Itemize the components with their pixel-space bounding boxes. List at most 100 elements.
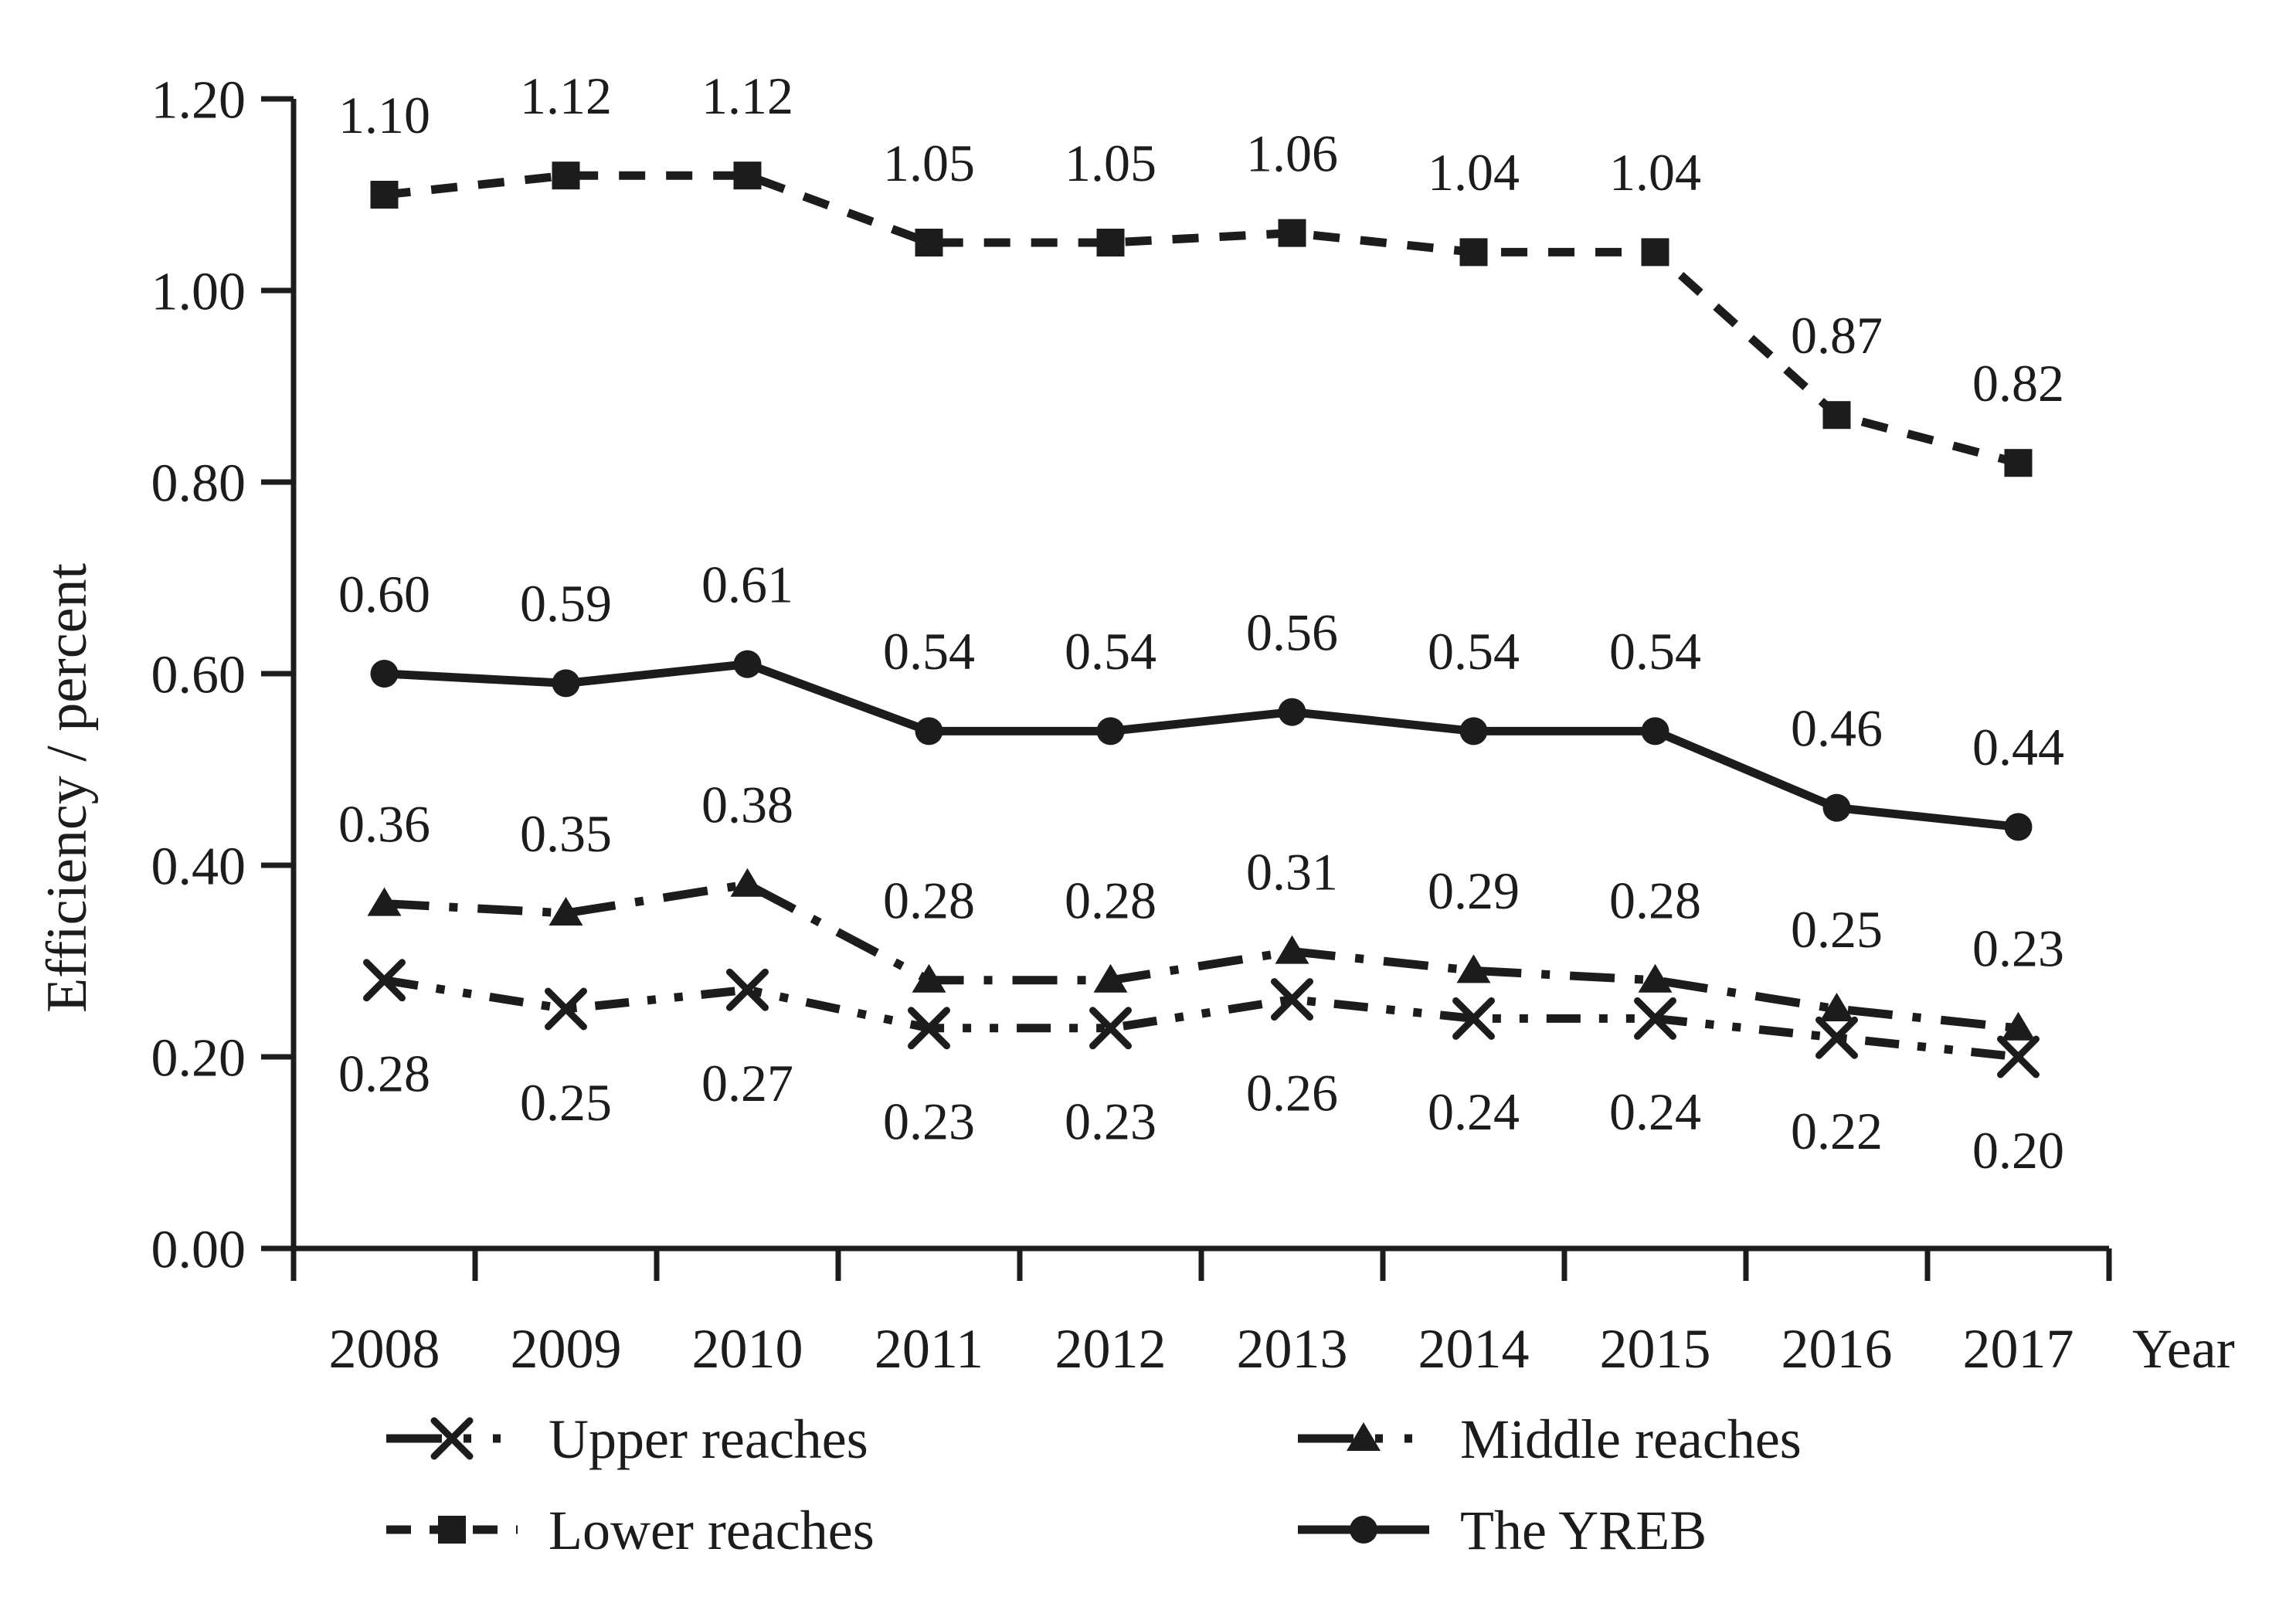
lower-reaches-marker <box>1459 238 1488 267</box>
circle-marker-icon <box>370 660 399 688</box>
data-label: 0.59 <box>520 574 612 633</box>
middle-reaches-marker <box>730 868 765 897</box>
data-label: 1.05 <box>1065 134 1156 192</box>
middle-reaches-marker <box>1638 963 1673 993</box>
triangle-marker-icon <box>1819 993 1854 1021</box>
middle-reaches-marker <box>2001 1011 2036 1041</box>
middle-reaches-marker <box>549 897 583 926</box>
square-marker-icon <box>2004 449 2033 477</box>
the-yreb-marker <box>1641 717 1669 746</box>
data-label: 0.60 <box>338 565 430 623</box>
x-tick-label: 2017 <box>1963 1318 2074 1380</box>
legend: Upper reaches Middle reaches Lower reaches… <box>386 1408 1802 1561</box>
y-axis-title: Efficiency / percent <box>36 563 99 1014</box>
series-lower-reaches: 1.10 1.12 1.12 1.05 1.05 1.06 1.04 1.04 0.87 0.82 <box>338 66 2064 477</box>
the-yreb-marker <box>1459 717 1488 746</box>
x-tick-label: 2011 <box>875 1318 983 1380</box>
cross-marker-icon <box>726 968 769 1011</box>
square-marker-icon <box>915 229 943 256</box>
triangle-marker-icon <box>1093 963 1128 993</box>
data-label: 0.46 <box>1791 698 1883 757</box>
the-yreb-marker <box>1278 698 1306 726</box>
legend-item-middle-reaches: Middle reaches <box>1298 1408 1802 1470</box>
lower-reaches-marker <box>1822 401 1851 430</box>
data-label: 0.24 <box>1428 1082 1520 1141</box>
data-label: 0.54 <box>883 622 975 681</box>
data-label: 0.25 <box>520 1073 612 1132</box>
cross-marker-icon <box>363 959 406 1002</box>
data-label: 0.25 <box>1791 900 1883 959</box>
data-label: 0.82 <box>1972 354 2064 413</box>
cross-marker-icon <box>1271 978 1313 1021</box>
the-yreb-marker <box>1822 793 1851 822</box>
x-tick-label: 2015 <box>1600 1318 1711 1380</box>
legend-item-lower-reaches: Lower reaches <box>386 1500 875 1561</box>
data-label: 0.29 <box>1428 861 1520 920</box>
data-label: 1.04 <box>1428 143 1520 202</box>
x-axis-title: Year <box>2132 1318 2235 1380</box>
middle-reaches-marker <box>1456 954 1491 983</box>
x-tick-label: 2016 <box>1781 1318 1893 1380</box>
series-line <box>384 659 2019 831</box>
upper-reaches-marker <box>1815 1016 1858 1059</box>
the-yreb-marker <box>915 717 943 746</box>
y-tick-label: 0.80 <box>151 454 246 514</box>
the-yreb-marker <box>733 650 762 678</box>
upper-reaches-marker <box>1452 997 1495 1040</box>
lower-reaches-marker <box>370 181 399 209</box>
data-label: 0.23 <box>1972 919 2064 978</box>
lower-reaches-marker <box>552 161 580 190</box>
triangle-marker-icon <box>912 963 946 993</box>
cross-marker-icon <box>1997 1035 2040 1078</box>
triangle-marker-icon <box>1275 935 1309 964</box>
triangle-marker-icon <box>730 868 765 897</box>
data-label: 0.27 <box>701 1054 793 1112</box>
middle-reaches-marker <box>912 963 946 993</box>
cross-marker-icon <box>1634 997 1676 1040</box>
triangle-marker-icon <box>1456 954 1491 983</box>
data-label: 0.56 <box>1246 603 1338 661</box>
data-label: 0.38 <box>701 776 793 834</box>
data-label: 0.23 <box>1065 1092 1156 1151</box>
data-label: 1.06 <box>1246 124 1338 182</box>
cross-marker-icon <box>1815 1016 1858 1059</box>
data-label: 0.28 <box>1065 871 1156 930</box>
legend-item-the-yreb: The YREB <box>1298 1500 1707 1561</box>
upper-reaches-marker <box>1634 997 1676 1040</box>
data-label: 1.04 <box>1609 143 1701 202</box>
lower-reaches-marker <box>733 161 762 190</box>
square-marker-icon <box>1459 238 1488 267</box>
y-tick-label: 0.60 <box>151 646 246 705</box>
triangle-marker-icon <box>549 897 583 926</box>
data-label: 1.12 <box>701 66 793 125</box>
data-label: 0.26 <box>1246 1063 1338 1122</box>
data-label: 0.35 <box>520 804 612 863</box>
cross-marker-icon <box>545 987 587 1031</box>
upper-reaches-marker <box>545 987 587 1031</box>
square-marker-icon <box>1641 238 1669 267</box>
cross-marker-icon <box>1089 1007 1132 1050</box>
legend-label: The YREB <box>1460 1500 1707 1561</box>
data-label: 0.31 <box>1246 842 1338 901</box>
triangle-marker-icon <box>2001 1011 2036 1041</box>
series-line <box>384 880 2019 1033</box>
data-label: 1.12 <box>520 66 612 125</box>
lower-reaches-marker <box>1096 229 1125 256</box>
circle-marker-icon <box>1350 1516 1377 1544</box>
middle-reaches-marker <box>1093 963 1128 993</box>
circle-marker-icon <box>1459 717 1488 746</box>
data-label: 0.28 <box>883 871 975 930</box>
y-tick-label: 0.40 <box>151 837 246 897</box>
square-marker-icon <box>552 161 580 190</box>
the-yreb-marker <box>1096 717 1125 746</box>
the-yreb-legend-marker <box>1350 1516 1377 1544</box>
square-marker-icon <box>1278 219 1306 247</box>
triangle-marker-icon <box>1347 1422 1381 1451</box>
lower-reaches-marker <box>1278 219 1306 247</box>
the-yreb-marker <box>552 669 580 698</box>
data-label: 0.28 <box>1609 871 1701 930</box>
middle-reaches-legend-marker <box>1347 1422 1381 1451</box>
data-label: 0.61 <box>701 555 793 613</box>
